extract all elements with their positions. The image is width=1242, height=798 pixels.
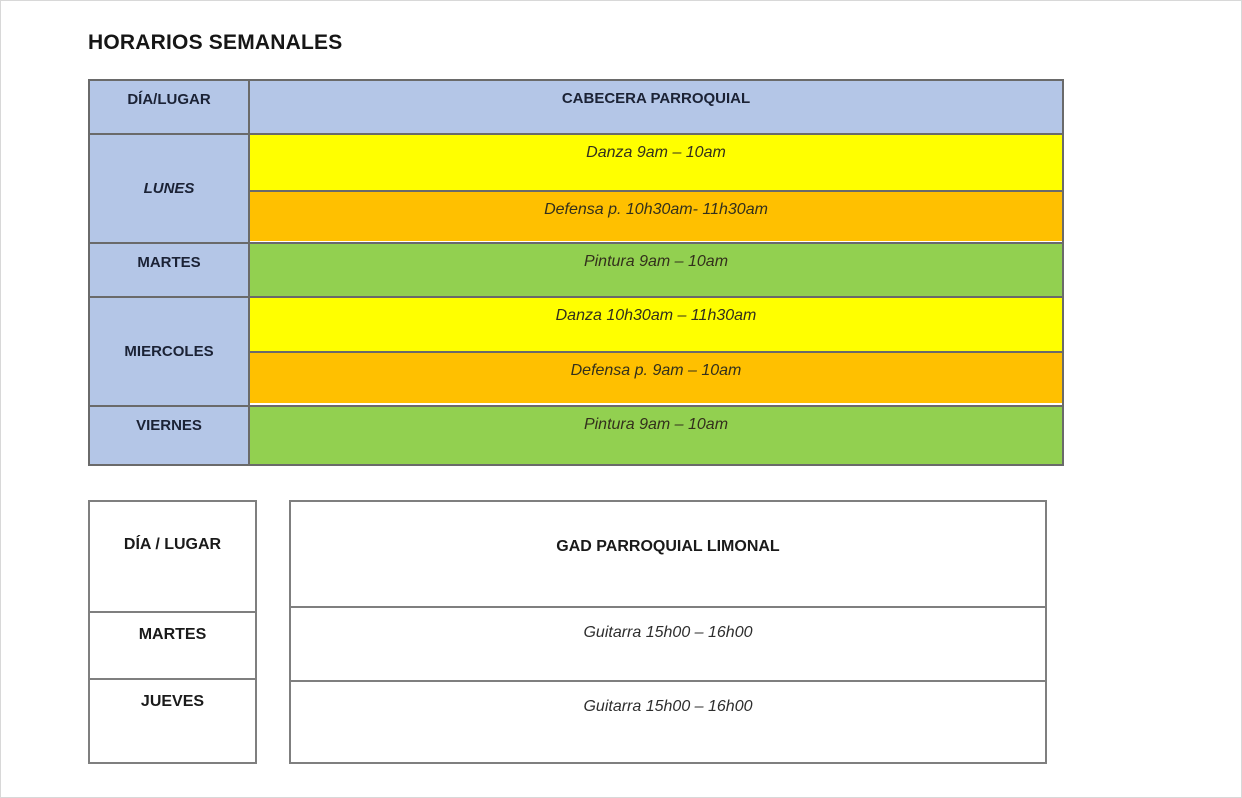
table2-day-cell-martes: MARTES bbox=[90, 611, 255, 678]
table1-day-cell-viernes: VIERNES bbox=[90, 407, 250, 464]
table1-row-miercoles: MIERCOLES Danza 10h30am – 11h30am Defens… bbox=[90, 296, 1062, 405]
table2-place-column: GAD PARROQUIAL LIMONAL Guitarra 15h00 – … bbox=[289, 500, 1047, 764]
table1-entry-pintura-martes: Pintura 9am – 10am bbox=[250, 244, 1062, 296]
table2-header-place-cell: GAD PARROQUIAL LIMONAL bbox=[291, 502, 1045, 606]
table1-day-cell-miercoles: MIERCOLES bbox=[90, 298, 250, 405]
table1-entry-pintura-viernes: Pintura 9am – 10am bbox=[250, 407, 1062, 464]
table1-day-cell-lunes: LUNES bbox=[90, 135, 250, 242]
table1-header-row: DÍA/LUGAR CABECERA PARROQUIAL bbox=[90, 81, 1062, 133]
table1-row-lunes: LUNES Danza 9am – 10am Defensa p. 10h30a… bbox=[90, 133, 1062, 242]
table1-row-viernes: VIERNES Pintura 9am – 10am bbox=[90, 405, 1062, 464]
table1-entry-defensa-miercoles: Defensa p. 9am – 10am bbox=[250, 351, 1062, 403]
table2-entry-guitarra-jueves: Guitarra 15h00 – 16h00 bbox=[291, 680, 1045, 762]
table2-header-day-cell: DÍA / LUGAR bbox=[90, 502, 255, 611]
table1-row-martes: MARTES Pintura 9am – 10am bbox=[90, 242, 1062, 296]
table1-entry-danza-miercoles: Danza 10h30am – 11h30am bbox=[250, 298, 1062, 351]
table1-header-place-cell: CABECERA PARROQUIAL bbox=[250, 81, 1062, 133]
table1-header-day-cell: DÍA/LUGAR bbox=[90, 81, 250, 133]
table2-day-cell-jueves: JUEVES bbox=[90, 678, 255, 762]
table1-entry-defensa-lunes: Defensa p. 10h30am- 11h30am bbox=[250, 190, 1062, 241]
limonal-schedule-table: DÍA / LUGAR MARTES JUEVES GAD PARROQUIAL… bbox=[88, 500, 1047, 764]
cabecera-schedule-table: DÍA/LUGAR CABECERA PARROQUIAL LUNES Danz… bbox=[88, 79, 1064, 466]
table2-entry-guitarra-martes: Guitarra 15h00 – 16h00 bbox=[291, 606, 1045, 680]
table1-entry-danza-lunes: Danza 9am – 10am bbox=[250, 135, 1062, 190]
table2-day-column: DÍA / LUGAR MARTES JUEVES bbox=[88, 500, 257, 764]
page-title: HORARIOS SEMANALES bbox=[88, 31, 343, 54]
table1-day-cell-martes: MARTES bbox=[90, 244, 250, 296]
